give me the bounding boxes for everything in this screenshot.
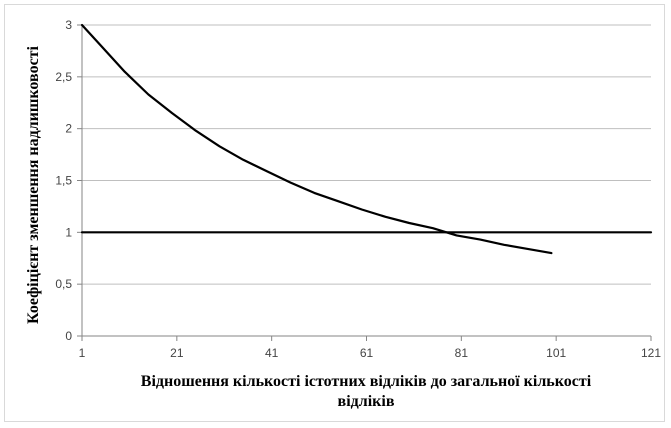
y-tick-label: 1,5 <box>55 174 72 188</box>
x-axis-title-line-1: Відношення кількості істотних відліків д… <box>141 373 592 390</box>
x-tick-label: 41 <box>265 346 279 360</box>
chart-frame <box>4 4 665 422</box>
x-tick-labels: 1 21 41 61 81 101 121 <box>79 346 662 360</box>
x-tick-label: 61 <box>360 346 374 360</box>
series-lines <box>80 23 653 255</box>
x-tick-label: 101 <box>546 346 566 360</box>
y-tick-label: 0 <box>65 329 72 343</box>
y-axis-title: Коефіцієнт зменшення надлишковості <box>25 45 42 324</box>
x-tick-label: 121 <box>641 346 661 360</box>
series-line-curve <box>80 23 553 255</box>
y-tick-label: 3 <box>65 18 72 32</box>
x-tick-label: 81 <box>455 346 469 360</box>
y-tick-label: 2,5 <box>55 70 72 84</box>
y-tick-label: 0,5 <box>55 277 72 291</box>
gridlines <box>82 24 651 285</box>
y-tick-label: 1 <box>65 225 72 239</box>
y-tick-labels: 0 0,5 1 1,5 2 2,5 3 <box>55 18 72 343</box>
axes <box>77 24 652 341</box>
x-tick-label: 1 <box>79 346 86 360</box>
y-tick-label: 2 <box>65 122 72 136</box>
x-axis-title-line-2: відліків <box>338 393 395 410</box>
x-tick-label: 21 <box>170 346 184 360</box>
